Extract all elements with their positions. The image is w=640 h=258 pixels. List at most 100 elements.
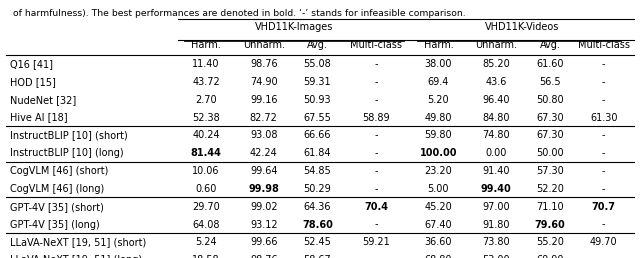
Text: CogVLM [46] (long): CogVLM [46] (long) (10, 184, 104, 194)
Text: -: - (602, 130, 605, 140)
Text: 23.20: 23.20 (424, 166, 452, 176)
Text: 70.7: 70.7 (591, 202, 616, 212)
Text: -: - (602, 166, 605, 176)
Text: 56.5: 56.5 (539, 77, 561, 87)
Text: 93.08: 93.08 (250, 130, 278, 140)
Text: -: - (602, 95, 605, 105)
Text: -: - (602, 255, 605, 258)
Text: 64.36: 64.36 (304, 202, 331, 212)
Text: 2.70: 2.70 (195, 95, 217, 105)
Text: 38.00: 38.00 (425, 59, 452, 69)
Text: 50.29: 50.29 (303, 184, 332, 194)
Text: 5.00: 5.00 (428, 184, 449, 194)
Text: -: - (602, 148, 605, 158)
Text: Multi-class: Multi-class (350, 40, 402, 50)
Text: 99.40: 99.40 (481, 184, 511, 194)
Text: 53.00: 53.00 (483, 255, 510, 258)
Text: of harmfulness). The best performances are denoted in bold. ‘-’ stands for infea: of harmfulness). The best performances a… (13, 9, 465, 18)
Text: 50.80: 50.80 (536, 95, 564, 105)
Text: InstructBLIP [10] (long): InstructBLIP [10] (long) (10, 148, 123, 158)
Text: -: - (602, 220, 605, 230)
Text: 64.08: 64.08 (192, 220, 220, 230)
Text: -: - (602, 59, 605, 69)
Text: 66.66: 66.66 (304, 130, 331, 140)
Text: 11.40: 11.40 (192, 59, 220, 69)
Text: 99.16: 99.16 (250, 95, 278, 105)
Text: 82.72: 82.72 (250, 112, 278, 123)
Text: 52.45: 52.45 (303, 237, 332, 247)
Text: -: - (374, 130, 378, 140)
Text: -: - (374, 184, 378, 194)
Text: GPT-4V [35] (long): GPT-4V [35] (long) (10, 220, 99, 230)
Text: VHD11K-Videos: VHD11K-Videos (485, 22, 559, 32)
Text: 57.30: 57.30 (536, 166, 564, 176)
Text: 99.02: 99.02 (250, 202, 278, 212)
Text: 61.60: 61.60 (536, 59, 564, 69)
Text: 52.38: 52.38 (192, 112, 220, 123)
Text: 98.76: 98.76 (250, 255, 278, 258)
Text: 49.70: 49.70 (590, 237, 618, 247)
Text: 69.4: 69.4 (428, 77, 449, 87)
Text: 61.30: 61.30 (590, 112, 618, 123)
Text: 91.80: 91.80 (483, 220, 510, 230)
Text: -: - (374, 95, 378, 105)
Text: 98.76: 98.76 (250, 59, 278, 69)
Text: 10.06: 10.06 (192, 166, 220, 176)
Text: 93.12: 93.12 (250, 220, 278, 230)
Text: 81.44: 81.44 (191, 148, 221, 158)
Text: 49.80: 49.80 (425, 112, 452, 123)
Text: 59.21: 59.21 (362, 237, 390, 247)
Text: 61.84: 61.84 (304, 148, 331, 158)
Text: CogVLM [46] (short): CogVLM [46] (short) (10, 166, 108, 176)
Text: 68.80: 68.80 (425, 255, 452, 258)
Text: Avg.: Avg. (540, 40, 561, 50)
Text: 79.60: 79.60 (534, 220, 565, 230)
Text: Harm.: Harm. (424, 40, 453, 50)
Text: 91.40: 91.40 (483, 166, 510, 176)
Text: 59.80: 59.80 (424, 130, 452, 140)
Text: 96.40: 96.40 (483, 95, 510, 105)
Text: 67.55: 67.55 (303, 112, 332, 123)
Text: 78.60: 78.60 (302, 220, 333, 230)
Text: 74.80: 74.80 (483, 130, 510, 140)
Text: 18.58: 18.58 (192, 255, 220, 258)
Text: 55.20: 55.20 (536, 237, 564, 247)
Text: 36.60: 36.60 (425, 237, 452, 247)
Text: -: - (374, 255, 378, 258)
Text: Unharm.: Unharm. (475, 40, 517, 50)
Text: HOD [15]: HOD [15] (10, 77, 56, 87)
Text: LLaVA-NeXT [19, 51] (long): LLaVA-NeXT [19, 51] (long) (10, 255, 141, 258)
Text: Q16 [41]: Q16 [41] (10, 59, 52, 69)
Text: -: - (374, 148, 378, 158)
Text: 67.30: 67.30 (536, 130, 564, 140)
Text: 58.89: 58.89 (362, 112, 390, 123)
Text: -: - (602, 184, 605, 194)
Text: 5.20: 5.20 (428, 95, 449, 105)
Text: 42.24: 42.24 (250, 148, 278, 158)
Text: Unharm.: Unharm. (243, 40, 285, 50)
Text: 55.08: 55.08 (303, 59, 332, 69)
Text: VHD11K-Images: VHD11K-Images (255, 22, 333, 32)
Text: GPT-4V [35] (short): GPT-4V [35] (short) (10, 202, 104, 212)
Text: 99.66: 99.66 (250, 237, 278, 247)
Text: 58.67: 58.67 (303, 255, 332, 258)
Text: 59.31: 59.31 (303, 77, 332, 87)
Text: 45.20: 45.20 (424, 202, 452, 212)
Text: 67.30: 67.30 (536, 112, 564, 123)
Text: 73.80: 73.80 (483, 237, 510, 247)
Text: 43.72: 43.72 (192, 77, 220, 87)
Text: 85.20: 85.20 (483, 59, 510, 69)
Text: 50.00: 50.00 (536, 148, 564, 158)
Text: -: - (374, 220, 378, 230)
Text: Harm.: Harm. (191, 40, 221, 50)
Text: 67.40: 67.40 (424, 220, 452, 230)
Text: 71.10: 71.10 (536, 202, 564, 212)
Text: InstructBLIP [10] (short): InstructBLIP [10] (short) (10, 130, 127, 140)
Text: 52.20: 52.20 (536, 184, 564, 194)
Text: 54.85: 54.85 (303, 166, 332, 176)
Text: 43.6: 43.6 (486, 77, 507, 87)
Text: 0.60: 0.60 (195, 184, 217, 194)
Text: Hive AI [18]: Hive AI [18] (10, 112, 67, 123)
Text: 84.80: 84.80 (483, 112, 510, 123)
Text: Multi-class: Multi-class (578, 40, 630, 50)
